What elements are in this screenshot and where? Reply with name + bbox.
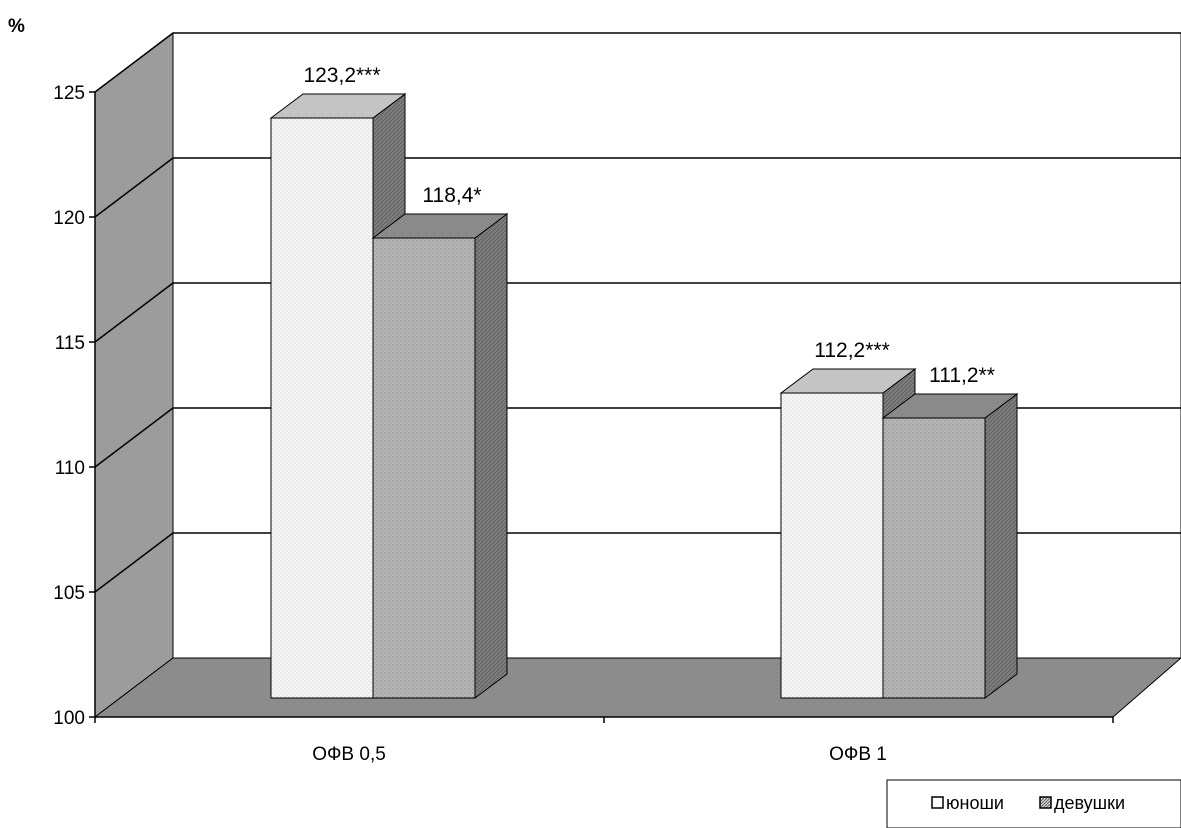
bar-front-2-1 xyxy=(372,237,476,699)
legend-swatch-series-2 xyxy=(1039,796,1052,809)
x-tick-label-2: ОФВ 1 xyxy=(829,744,887,765)
legend-box xyxy=(886,779,1181,828)
bar-front-2-2 xyxy=(882,417,986,699)
gridline-side-115 xyxy=(94,282,174,343)
gridline-side-110 xyxy=(94,407,174,468)
data-label-2-2: 111,2** xyxy=(929,364,995,387)
bar-2-2 xyxy=(881,393,1019,699)
bars xyxy=(269,93,1019,699)
bar-side-2-2 xyxy=(984,393,1018,699)
axes: 100 105 110 115 120 125 ОФВ 0,5 ОФВ 1 xyxy=(53,83,1114,765)
data-label-1-2: 112,2*** xyxy=(814,339,890,362)
y-tick-label-110: 110 xyxy=(55,458,85,479)
y-tick-label-115: 115 xyxy=(55,333,85,354)
gridline-side-125 xyxy=(94,32,174,93)
y-axis-label: % xyxy=(8,16,25,37)
bar-front-1-1 xyxy=(270,117,374,699)
legend: юноши девушки xyxy=(886,779,1181,828)
bar-2-1 xyxy=(371,213,509,699)
y-tick-label-120: 120 xyxy=(53,208,85,229)
data-label-1-1: 123,2*** xyxy=(303,64,380,87)
floor xyxy=(93,657,1181,718)
bar-side-2-1 xyxy=(474,213,508,699)
gridline-side-120 xyxy=(94,157,174,218)
gridline-side-105 xyxy=(94,532,174,593)
side-wall xyxy=(94,31,174,719)
legend-label-series-2: девушки xyxy=(1054,793,1125,813)
bar-front-1-2 xyxy=(780,392,884,699)
y-tick-label-125: 125 xyxy=(53,83,85,104)
legend-label-series-1: юноши xyxy=(946,793,1004,813)
data-label-2-1: 118,4* xyxy=(422,184,481,207)
y-tick-label-100: 100 xyxy=(53,708,85,729)
data-labels: 123,2*** 118,4* 112,2*** 111,2** xyxy=(303,64,994,387)
y-tick-label-105: 105 xyxy=(53,583,85,604)
legend-swatch-series-1 xyxy=(931,796,944,809)
x-tick-label-1: ОФВ 0,5 xyxy=(312,744,386,765)
chart-frame xyxy=(93,31,1181,719)
